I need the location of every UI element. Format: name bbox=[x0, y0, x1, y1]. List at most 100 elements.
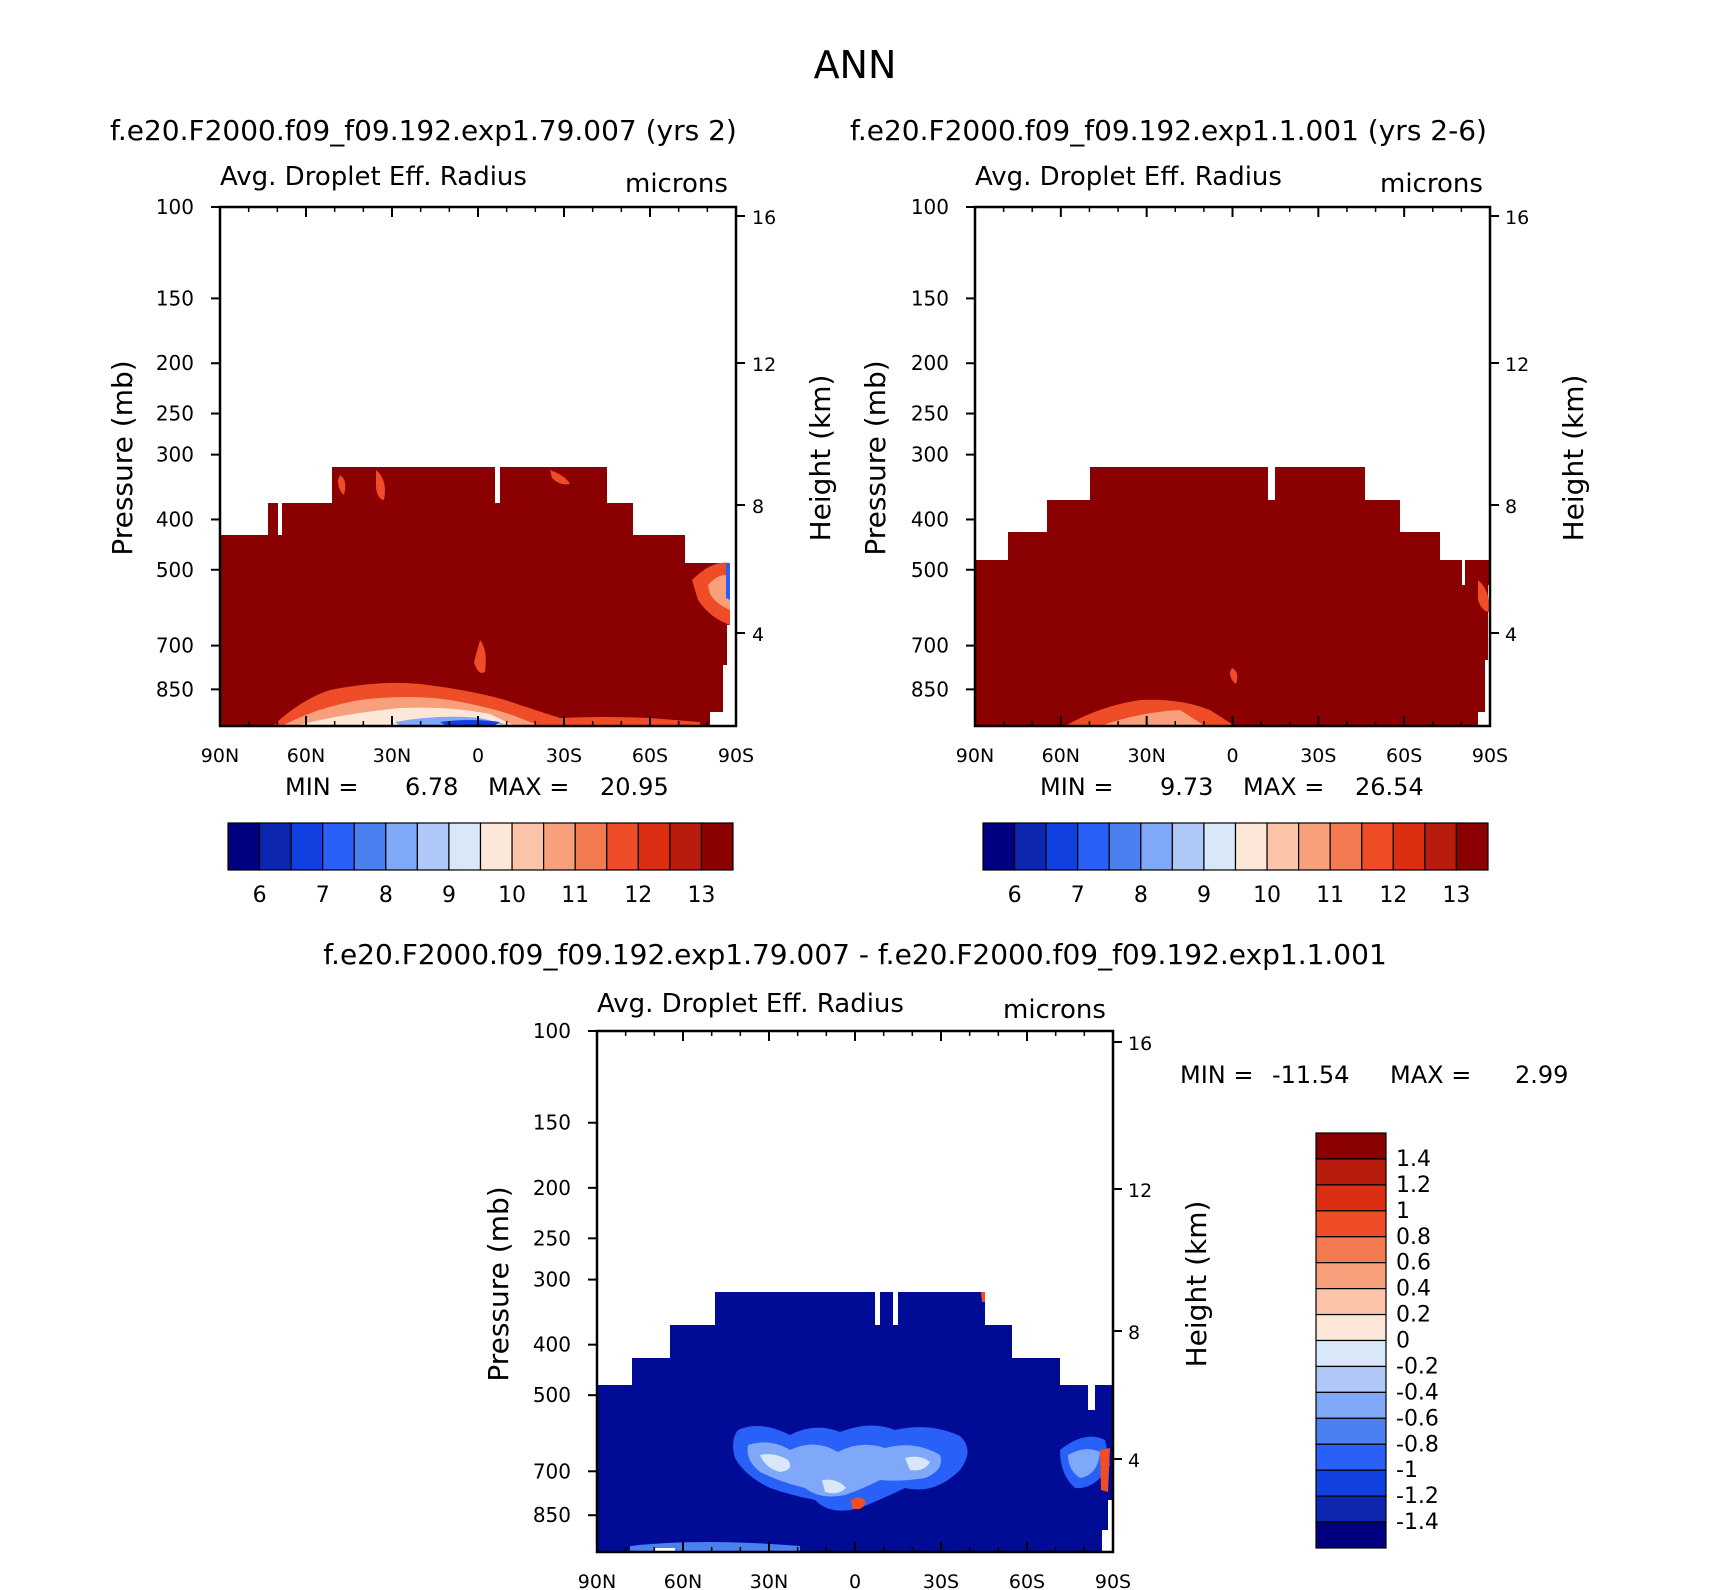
panel-1-y-tick: 250 bbox=[156, 402, 194, 426]
panel-2-max-value: 26.54 bbox=[1355, 773, 1424, 801]
panel-1-min-label: MIN = bbox=[285, 773, 358, 801]
colorbar-label: 10 bbox=[1253, 883, 1281, 908]
panel-1-case-title: f.e20.F2000.f09_f09.192.exp1.79.007 (yrs… bbox=[110, 114, 737, 147]
panel-2-y-tick: 150 bbox=[911, 286, 949, 310]
colorbar-label: -0.4 bbox=[1396, 1380, 1439, 1405]
colorbar-swatch bbox=[1315, 1339, 1387, 1368]
panel-1-ylabel-right: Height (km) bbox=[804, 375, 837, 542]
panel-3-ylabel: Pressure (mb) bbox=[482, 1186, 515, 1381]
panel-3-x-tick: 90S bbox=[1095, 1571, 1131, 1590]
panel-3-units: microns bbox=[1003, 995, 1106, 1025]
panel-3-y-tick: 850 bbox=[533, 1503, 571, 1527]
panel-2-case-title: f.e20.F2000.f09_f09.192.exp1.1.001 (yrs … bbox=[850, 114, 1487, 147]
panel-1-variable: Avg. Droplet Eff. Radius bbox=[220, 162, 527, 192]
colorbar-label: 12 bbox=[624, 883, 652, 908]
panel-2-y-tick: 850 bbox=[911, 677, 949, 701]
panel-1-field bbox=[220, 467, 730, 726]
panel-2-x-tick: 30S bbox=[1300, 745, 1336, 767]
colorbar-swatch bbox=[1315, 1417, 1387, 1445]
panel-2-y-tick: 400 bbox=[911, 507, 949, 531]
colorbar-label: 0.4 bbox=[1396, 1277, 1431, 1302]
panel-1-y-tick: 200 bbox=[156, 351, 194, 375]
colorbar-swatch bbox=[416, 822, 450, 871]
colorbar-label: 0.2 bbox=[1396, 1303, 1431, 1328]
colorbar-label: 10 bbox=[498, 883, 526, 908]
colorbar-swatch bbox=[1315, 1443, 1387, 1471]
colorbar-swatch bbox=[511, 822, 545, 871]
panel-1: f.e20.F2000.f09_f09.192.exp1.79.007 (yrs… bbox=[106, 114, 837, 801]
colorbar-swatch bbox=[227, 822, 261, 871]
colorbar-label: 12 bbox=[1379, 883, 1407, 908]
colorbar-swatch bbox=[1298, 822, 1331, 871]
panel-1-x-tick: 60N bbox=[287, 745, 325, 767]
panel-1-y-tick: 300 bbox=[156, 443, 194, 467]
colorbar-label: 11 bbox=[561, 883, 589, 908]
panel-1-x-tick: 30N bbox=[373, 745, 411, 767]
panel-1-field-region bbox=[220, 467, 730, 726]
panel-1-x-tick: 30S bbox=[546, 745, 582, 767]
panel-3-max-value: 2.99 bbox=[1515, 1061, 1568, 1089]
colorbar-swatch bbox=[448, 822, 482, 871]
panel-2-y-tick: 200 bbox=[911, 351, 949, 375]
panel-1-ylabel: Pressure (mb) bbox=[106, 360, 139, 555]
panel-1-x-tick: 0 bbox=[472, 745, 484, 767]
colorbar-swatch bbox=[385, 822, 418, 871]
panel-1-units: microns bbox=[625, 169, 728, 199]
panel-3-right-ticks bbox=[1113, 1041, 1122, 1460]
figure-title: ANN bbox=[814, 43, 897, 87]
panel-3-max-label: MAX = bbox=[1390, 1061, 1471, 1089]
panel-2-ylabel-right: Height (km) bbox=[1557, 375, 1590, 542]
panel-2-y-tick: 250 bbox=[911, 402, 949, 426]
colorbar-swatch bbox=[1315, 1469, 1387, 1497]
panel-1-axes: 100 150 200 250 300 400 500 700 850 90N 60N 30N 0 30S… bbox=[156, 195, 754, 767]
panel-1-y-tick: 500 bbox=[156, 558, 194, 582]
colorbar-label: 1 bbox=[1396, 1199, 1410, 1224]
panel-1-y-tick: 850 bbox=[156, 677, 194, 701]
panel-3-y-tick: 300 bbox=[533, 1268, 571, 1292]
panel-2-x-tick: 60N bbox=[1042, 745, 1080, 767]
panel-3: f.e20.F2000.f09_f09.192.exp1.79.007 - f.… bbox=[323, 938, 1568, 1552]
panel-1-max-label: MAX = bbox=[488, 773, 569, 801]
colorbar-label: 0.6 bbox=[1396, 1251, 1431, 1276]
panel-2-x-tick: 60S bbox=[1386, 745, 1422, 767]
panel-2-ylabel: Pressure (mb) bbox=[859, 360, 892, 555]
colorbar-label: 8 bbox=[379, 883, 393, 908]
panel-3-y-tick: 700 bbox=[533, 1459, 571, 1483]
panel-1-y-right-tick: 16 bbox=[752, 207, 776, 229]
panel-3-field-region bbox=[597, 1292, 1113, 1552]
colorbar-label: -0.8 bbox=[1396, 1432, 1439, 1457]
panel-3-x-tick: 0 bbox=[849, 1571, 861, 1590]
panel-2-x-tick: 30N bbox=[1127, 745, 1165, 767]
colorbar-label: 13 bbox=[1442, 883, 1470, 908]
colorbar-label: -0.2 bbox=[1396, 1354, 1439, 1379]
panel-2-min-label: MIN = bbox=[1040, 773, 1113, 801]
colorbar-swatch bbox=[1315, 1288, 1387, 1316]
panel-3-y-right-tick: 8 bbox=[1128, 1322, 1140, 1344]
panel-2-right-ticks bbox=[1490, 215, 1499, 634]
colorbar-swatch bbox=[1315, 1236, 1387, 1264]
panel-2-colorbar: 6 7 8 9 10 11 12 13 bbox=[982, 822, 1489, 908]
panel-1-x-tick: 90S bbox=[718, 745, 754, 767]
panel-3-min-value: -11.54 bbox=[1272, 1061, 1349, 1089]
colorbar-label: -0.6 bbox=[1396, 1406, 1439, 1431]
colorbar-swatch bbox=[1045, 822, 1079, 871]
panel-1-y-right-tick: 12 bbox=[752, 354, 776, 376]
colorbar-swatch bbox=[1315, 1495, 1387, 1523]
colorbar-label: 6 bbox=[1008, 883, 1022, 908]
panel-3-case-title: f.e20.F2000.f09_f09.192.exp1.79.007 - f.… bbox=[323, 938, 1387, 971]
colorbar-swatch bbox=[1315, 1210, 1387, 1238]
colorbar-label: -1.2 bbox=[1396, 1484, 1439, 1509]
colorbar-label: 1.2 bbox=[1396, 1173, 1431, 1198]
panel-1-min-value: 6.78 bbox=[405, 773, 458, 801]
panel-2-x-tick: 90N bbox=[956, 745, 994, 767]
colorbar-swatch bbox=[1315, 1313, 1387, 1342]
colorbar-label: 0.8 bbox=[1396, 1225, 1431, 1250]
colorbar-swatch bbox=[669, 822, 703, 871]
panel-2-y-tick: 500 bbox=[911, 558, 949, 582]
colorbar-swatch bbox=[290, 822, 324, 871]
panel-3-y-right-tick: 16 bbox=[1128, 1033, 1152, 1055]
colorbar-label: 7 bbox=[1071, 883, 1085, 908]
panel-1-colorbar: 6 7 8 9 10 11 12 13 bbox=[227, 822, 734, 908]
colorbar-swatch bbox=[574, 822, 608, 871]
